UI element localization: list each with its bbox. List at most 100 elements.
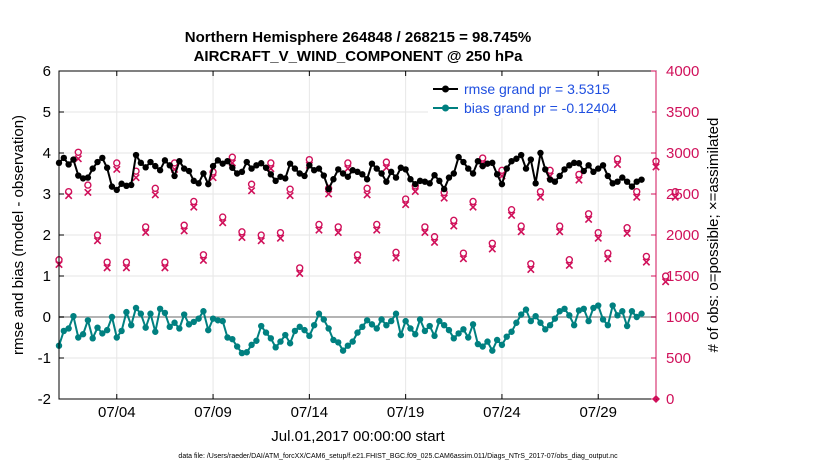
- obs-assimilated-marker: [469, 203, 477, 211]
- rmse-point: [315, 165, 323, 172]
- obs-possible-marker: [401, 195, 410, 203]
- bias-point: [99, 330, 106, 337]
- bias-point: [209, 315, 217, 322]
- obs-assimilated-marker: [488, 245, 497, 253]
- obs-possible-marker: [459, 249, 468, 257]
- rmse-point: [180, 165, 188, 172]
- bias-point: [171, 319, 178, 326]
- rmse-point: [527, 156, 535, 163]
- bias-point: [537, 319, 544, 326]
- bias-point: [354, 329, 361, 336]
- bias-point: [570, 322, 578, 329]
- obs-assimilated-marker: [632, 193, 641, 202]
- bias-point: [224, 334, 231, 341]
- rmse-point: [339, 170, 347, 177]
- obs-possible-marker: [661, 272, 670, 280]
- bias-point: [113, 334, 120, 341]
- bias-point: [508, 328, 515, 335]
- bias-point: [291, 327, 299, 335]
- rmse-point: [580, 167, 587, 175]
- rmse-point: [330, 176, 337, 183]
- rmse-point: [166, 162, 173, 169]
- rmse-point: [75, 172, 82, 179]
- right-tick-label: 3000: [666, 145, 699, 162]
- obs-assimilated-marker: [64, 191, 73, 200]
- obs-possible-marker: [151, 184, 159, 193]
- obs-assimilated-marker: [286, 191, 294, 200]
- rmse-point: [137, 159, 145, 167]
- bias-point: [180, 311, 188, 318]
- legend-bias-label: bias grand pr = -0.12404: [464, 100, 617, 116]
- obs-possible-marker: [536, 187, 545, 196]
- rmse-point: [253, 162, 260, 169]
- obs-assimilated-marker: [671, 193, 680, 202]
- bias-point: [301, 326, 308, 334]
- rmse-point: [296, 170, 303, 177]
- rmse-point: [79, 175, 87, 182]
- bias-point: [195, 315, 202, 322]
- rmse-point: [570, 159, 578, 167]
- bias-point: [542, 326, 549, 333]
- obs-assimilated-marker: [132, 173, 140, 182]
- right-tick-label: 500: [666, 350, 691, 367]
- bias-point: [363, 317, 371, 324]
- rmse-point: [561, 166, 568, 173]
- bias-point: [580, 305, 587, 312]
- obs-possible-marker: [392, 248, 400, 257]
- rmse-point: [267, 171, 275, 178]
- rmse-point: [388, 168, 395, 176]
- obs-possible-marker: [507, 205, 516, 214]
- rmse-point: [412, 180, 419, 188]
- legend-rmse-label: rmse grand pr = 3.5315: [464, 81, 610, 97]
- rmse-point: [431, 171, 438, 179]
- rmse-point: [282, 175, 289, 182]
- bias-point: [253, 337, 260, 344]
- obs-possible-marker: [430, 233, 439, 241]
- rmse-point: [103, 164, 111, 171]
- obs-assimilated-marker: [363, 191, 371, 199]
- obs-possible-marker: [180, 221, 188, 229]
- rmse-point: [465, 165, 472, 172]
- bias-point: [214, 317, 222, 324]
- bias-point: [493, 336, 501, 344]
- rmse-point: [551, 178, 559, 185]
- bias-point: [412, 331, 419, 338]
- rmse-point: [445, 174, 453, 181]
- bias-point: [561, 305, 568, 312]
- obs-assimilated-marker: [382, 163, 391, 172]
- rmse-point: [585, 162, 592, 169]
- right-axis-label: # of obs: o=possible; ×=assimilated: [705, 118, 722, 353]
- bias-point: [623, 322, 631, 330]
- rmse-point: [440, 185, 448, 193]
- obs-assimilated-marker: [565, 261, 574, 270]
- obs-possible-marker: [267, 159, 275, 167]
- bias-point: [575, 307, 583, 314]
- rmse-point: [306, 162, 313, 169]
- obs-possible-marker: [93, 231, 102, 239]
- obs-assimilated-marker: [295, 269, 304, 278]
- x-tick-label: 07/09: [194, 404, 232, 421]
- obs-possible-marker: [84, 181, 92, 189]
- legend-bias-marker: [442, 104, 449, 112]
- rmse-point: [262, 164, 270, 171]
- obs-assimilated-marker: [623, 229, 631, 238]
- obs-possible-marker: [238, 228, 246, 236]
- bias-point: [484, 338, 491, 345]
- obs-assimilated-marker: [536, 193, 545, 202]
- bias-point: [103, 326, 111, 334]
- bias-point: [330, 336, 337, 344]
- bias-point: [267, 335, 275, 342]
- bias-point: [445, 326, 453, 334]
- obs-possible-marker: [527, 260, 535, 268]
- obs-assimilated-marker: [421, 228, 429, 237]
- bias-point: [310, 322, 318, 329]
- bias-point: [142, 324, 149, 331]
- obs-count-series: [55, 148, 680, 403]
- obs-possible-marker: [363, 184, 371, 193]
- obs-possible-marker: [613, 155, 622, 163]
- obs-assimilated-marker: [199, 256, 208, 265]
- bias-point: [522, 306, 530, 313]
- rmse-point: [575, 160, 583, 167]
- rmse-point: [118, 180, 125, 187]
